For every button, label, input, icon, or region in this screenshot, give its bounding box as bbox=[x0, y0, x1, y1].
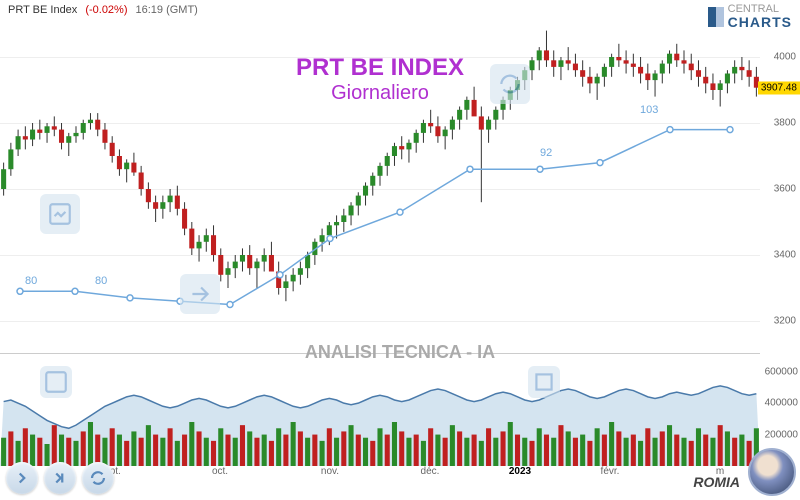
watermark-vol-icon2 bbox=[528, 366, 560, 398]
current-price-label: 3907.48 bbox=[758, 81, 800, 94]
nav-step-icon[interactable] bbox=[44, 462, 76, 494]
avatar-icon[interactable] bbox=[748, 448, 796, 496]
watermark-vol-icon1 bbox=[40, 366, 72, 398]
y-axis: 32003400360038004000 bbox=[760, 24, 800, 353]
price-change: (-0.02%) bbox=[85, 4, 127, 16]
price-chart[interactable]: 808092103 PRT BE INDEX Giornaliero 32003… bbox=[0, 24, 760, 354]
timestamp: 16:19 (GMT) bbox=[136, 4, 198, 16]
romia-label: ROMIA bbox=[693, 474, 740, 490]
watermark-arrow-icon bbox=[180, 274, 220, 314]
toolbar bbox=[6, 462, 114, 494]
instrument-name: PRT BE Index bbox=[8, 4, 77, 16]
refresh-icon[interactable] bbox=[82, 462, 114, 494]
volume-chart[interactable]: 200000400000600000 bbox=[0, 356, 760, 466]
nav-forward-icon[interactable] bbox=[6, 462, 38, 494]
watermark-chart-icon bbox=[40, 194, 80, 234]
x-axis: sept.oct.nov.déc.2023févr.m bbox=[0, 466, 760, 482]
watermark-refresh-icon bbox=[490, 64, 530, 104]
